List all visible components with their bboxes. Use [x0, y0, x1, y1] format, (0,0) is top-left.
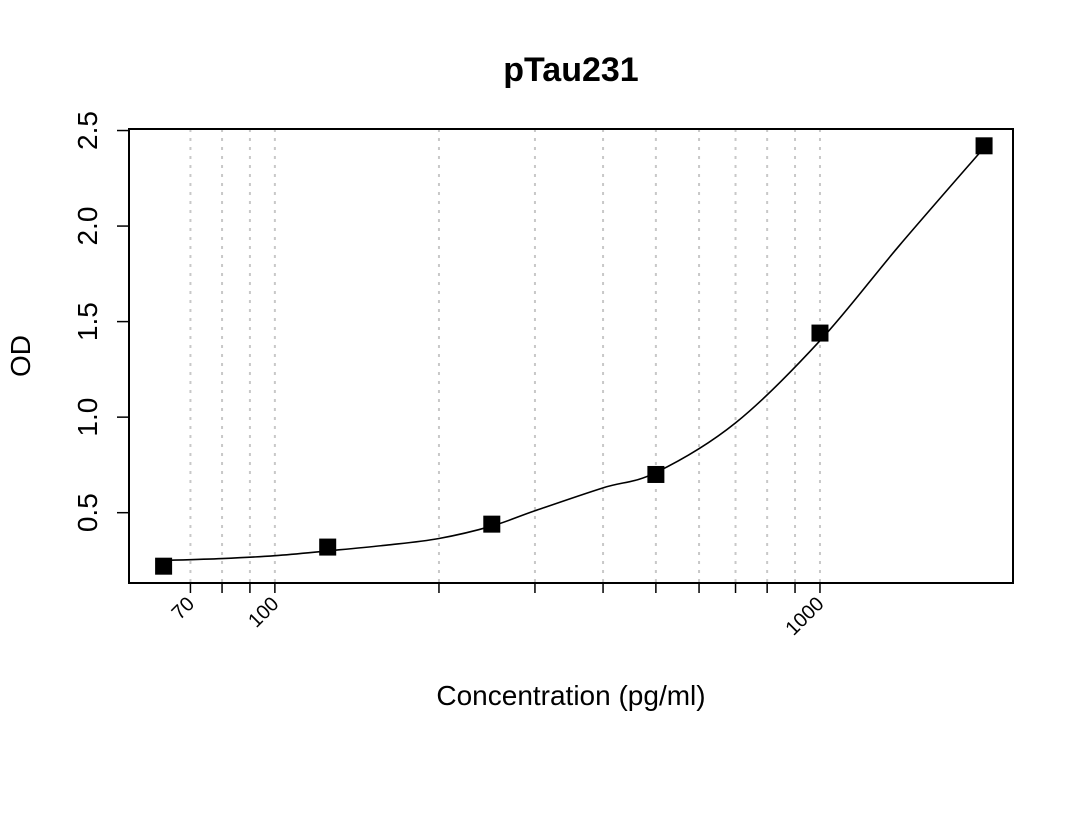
data-point: [975, 137, 993, 155]
y-tick-label: 2.0: [72, 207, 103, 246]
data-point: [811, 324, 829, 342]
x-tick-label: 100: [244, 593, 283, 632]
data-point: [483, 515, 501, 533]
data-point: [155, 557, 173, 575]
data-points: [155, 137, 993, 575]
y-tick-label: 1.0: [72, 398, 103, 437]
data-point: [319, 538, 337, 556]
x-axis-label: Concentration (pg/ml): [436, 680, 705, 711]
x-tick-label: 70: [168, 593, 199, 624]
chart-title: pTau231: [503, 51, 638, 89]
y-axis: 0.5 1.0 1.5 2.0 2.5: [72, 111, 130, 532]
x-tick-label: 1000: [781, 593, 828, 640]
plot-frame: [128, 128, 1014, 584]
grid-lines: [189, 129, 821, 583]
y-axis-label: OD: [5, 335, 36, 377]
y-tick-label: 0.5: [72, 493, 103, 532]
data-point: [647, 465, 665, 483]
x-axis: 70 100 1000: [168, 582, 829, 640]
y-tick-label: 1.5: [72, 302, 103, 341]
fit-curve: [163, 147, 985, 562]
y-tick-label: 2.5: [72, 111, 103, 150]
